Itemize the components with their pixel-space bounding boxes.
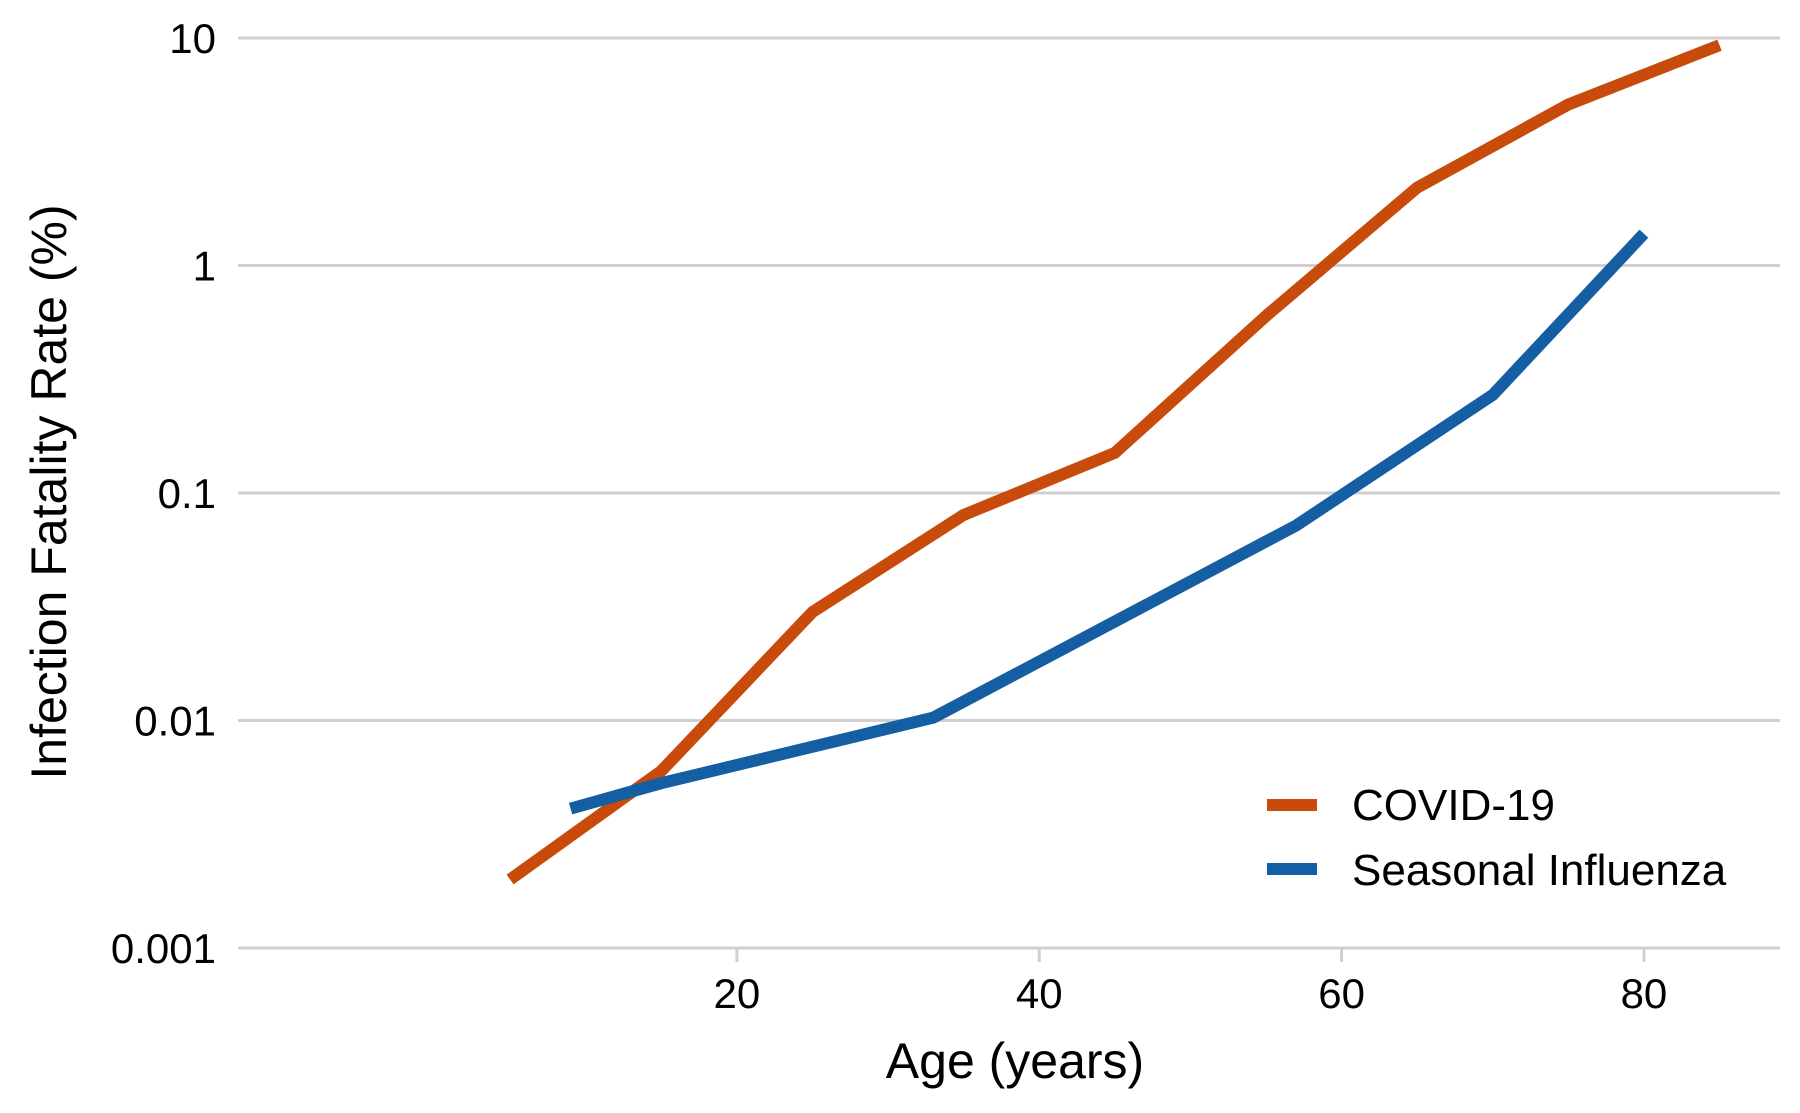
y-tick-label: 10	[169, 15, 216, 62]
legend: COVID-19 Seasonal Influenza	[1267, 781, 1727, 895]
y-tick-label: 0.001	[111, 925, 216, 972]
legend-label-influenza: Seasonal Influenza	[1352, 846, 1727, 895]
series-line-covid	[506, 39, 1722, 885]
y-tick-label: 0.1	[158, 470, 216, 517]
y-axis-ticks: 0.001 0.01 0.1 1 10	[111, 15, 216, 972]
x-axis-title: Age (years)	[886, 1033, 1144, 1089]
x-axis-ticks: 20 40 60 80	[714, 948, 1668, 1017]
legend-label-covid: COVID-19	[1352, 781, 1555, 830]
y-axis-title: Infection Fatality Rate (%)	[21, 204, 77, 779]
x-tick-label: 60	[1318, 970, 1365, 1017]
plot-series	[506, 39, 1722, 885]
x-tick-label: 80	[1621, 970, 1668, 1017]
x-tick-label: 40	[1016, 970, 1063, 1017]
series-line-influenza	[568, 229, 1649, 815]
y-tick-label: 0.01	[134, 698, 216, 745]
y-tick-label: 1	[193, 243, 216, 290]
x-tick-label: 20	[714, 970, 761, 1017]
